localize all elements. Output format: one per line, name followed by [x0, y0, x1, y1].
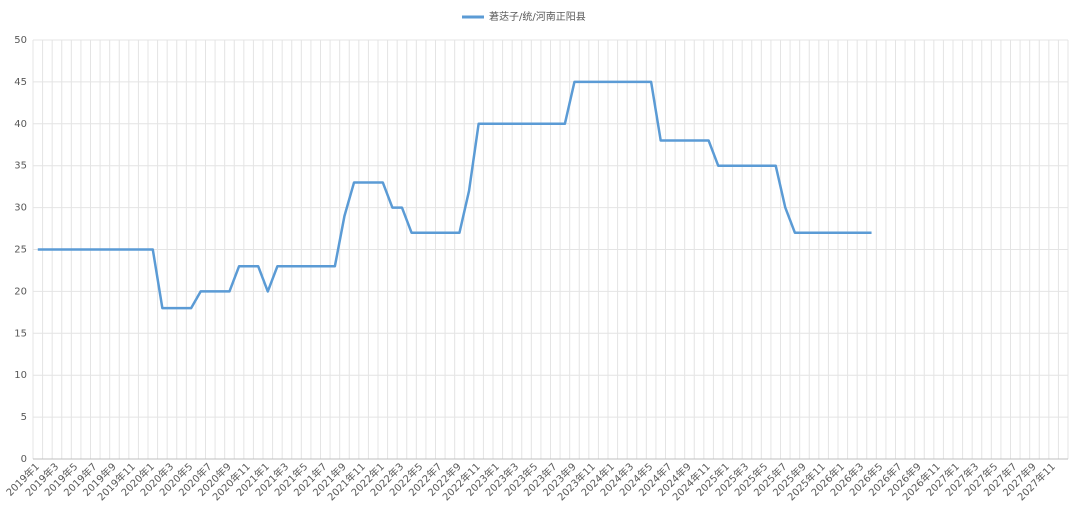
series-line — [37, 80, 872, 310]
y-tick-label: 15 — [14, 328, 27, 339]
y-tick-label: 5 — [21, 412, 27, 423]
y-tick-label: 50 — [14, 35, 27, 46]
y-tick-label: 10 — [14, 370, 27, 381]
y-tick-label: 20 — [14, 286, 27, 297]
y-tick-label: 0 — [21, 454, 27, 465]
legend-label: 莙荙子/统/河南正阳县 — [489, 10, 586, 23]
y-tick-label: 35 — [14, 161, 27, 172]
y-tick-label: 40 — [14, 119, 27, 130]
y-tick-label: 25 — [14, 245, 27, 256]
y-tick-label: 30 — [14, 203, 27, 214]
y-tick-label: 45 — [14, 77, 27, 88]
